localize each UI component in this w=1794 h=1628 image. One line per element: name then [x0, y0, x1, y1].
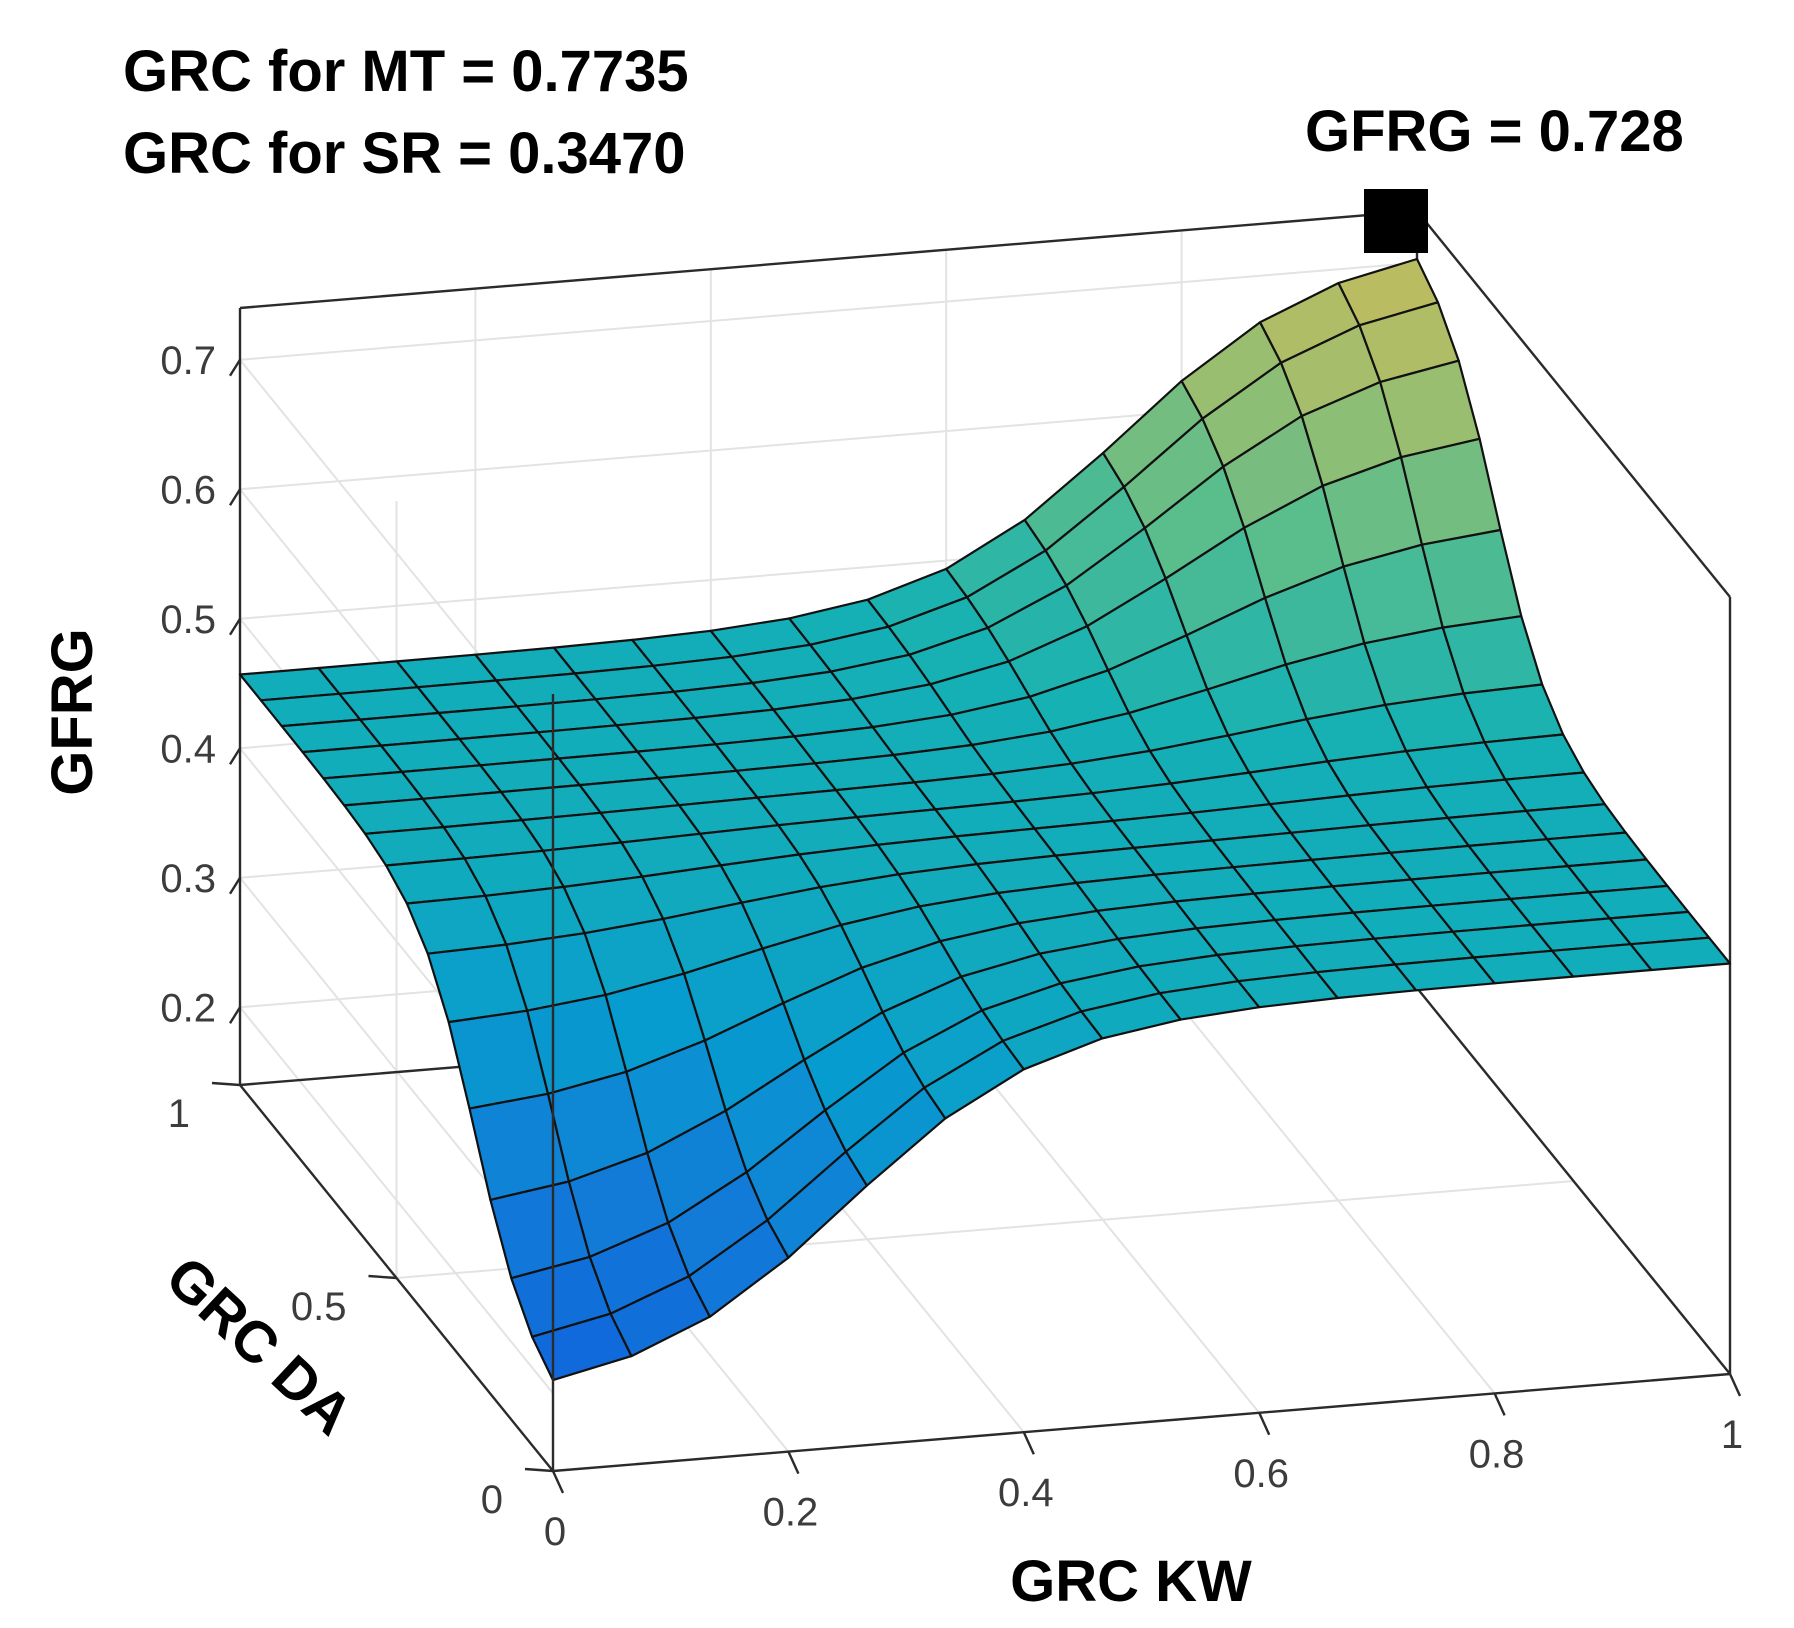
- z-tick-1: [228, 877, 242, 895]
- axis-ticks: 0 0.2 0.4 0.6 0.8 1 0 0.5 1 0.2 0.3 0.4 0.5 0.6 0.7: [160, 339, 1743, 1554]
- z-tick-4: [228, 488, 242, 506]
- grid-line-z-back-5: [239, 261, 1418, 361]
- x-tick-label-1: 0.2: [763, 1491, 819, 1535]
- x-tick-5: [1728, 1373, 1742, 1397]
- x-axis-title: GRC KW: [1010, 1549, 1252, 1614]
- z-tick-label-5: 0.7: [160, 339, 216, 383]
- z-axis-title: GFRG: [40, 628, 105, 796]
- annotation-grc-mt: GRC for MT = 0.7735: [123, 39, 689, 104]
- annotation-peak-label: GFRG = 0.728: [1305, 99, 1684, 164]
- peak-marker: [1364, 189, 1428, 253]
- back-top-edge: [239, 209, 1418, 310]
- z-tick-label-4: 0.6: [160, 468, 216, 512]
- x-tick-label-4: 0.8: [1469, 1432, 1525, 1476]
- z-tick-3: [228, 618, 242, 636]
- grid-line-z-side-0: [239, 1006, 554, 1394]
- y-tick-label-2: 1: [168, 1092, 190, 1136]
- z-tick-label-3: 0.5: [160, 598, 216, 642]
- y-axis-title: GRC DA: [153, 1244, 365, 1448]
- y-tick-0: [524, 1467, 554, 1473]
- x-tick-label-5: 1: [1721, 1413, 1743, 1457]
- x-tick-label-3: 0.6: [1233, 1452, 1289, 1496]
- surface-patch-14-0: [1629, 936, 1732, 972]
- x-tick-label-0: 0: [544, 1510, 566, 1554]
- x-tick-label-2: 0.4: [998, 1471, 1054, 1515]
- x-tick-3: [1258, 1412, 1271, 1436]
- y-tick-1: [368, 1274, 397, 1280]
- surface: [238, 257, 1732, 1382]
- floor-edge-right: [1416, 987, 1731, 1375]
- right-top-edge: [1416, 210, 1731, 598]
- z-tick-label-0: 0.2: [160, 986, 216, 1030]
- z-tick-label-2: 0.4: [160, 727, 216, 771]
- z-tick-2: [228, 747, 242, 765]
- axis-line-x: [552, 1372, 1731, 1473]
- y-tick-2: [211, 1081, 241, 1087]
- x-tick-1: [787, 1451, 800, 1475]
- z-tick-0: [228, 1006, 242, 1024]
- y-tick-label-0: 0: [481, 1478, 503, 1522]
- annotation-grc-sr: GRC for SR = 0.3470: [123, 121, 686, 186]
- x-tick-0: [551, 1470, 565, 1494]
- x-tick-2: [1022, 1431, 1035, 1455]
- z-tick-label-1: 0.3: [160, 857, 216, 901]
- x-tick-4: [1493, 1392, 1506, 1416]
- y-tick-label-1: 0.5: [291, 1285, 347, 1329]
- z-tick-5: [228, 359, 242, 377]
